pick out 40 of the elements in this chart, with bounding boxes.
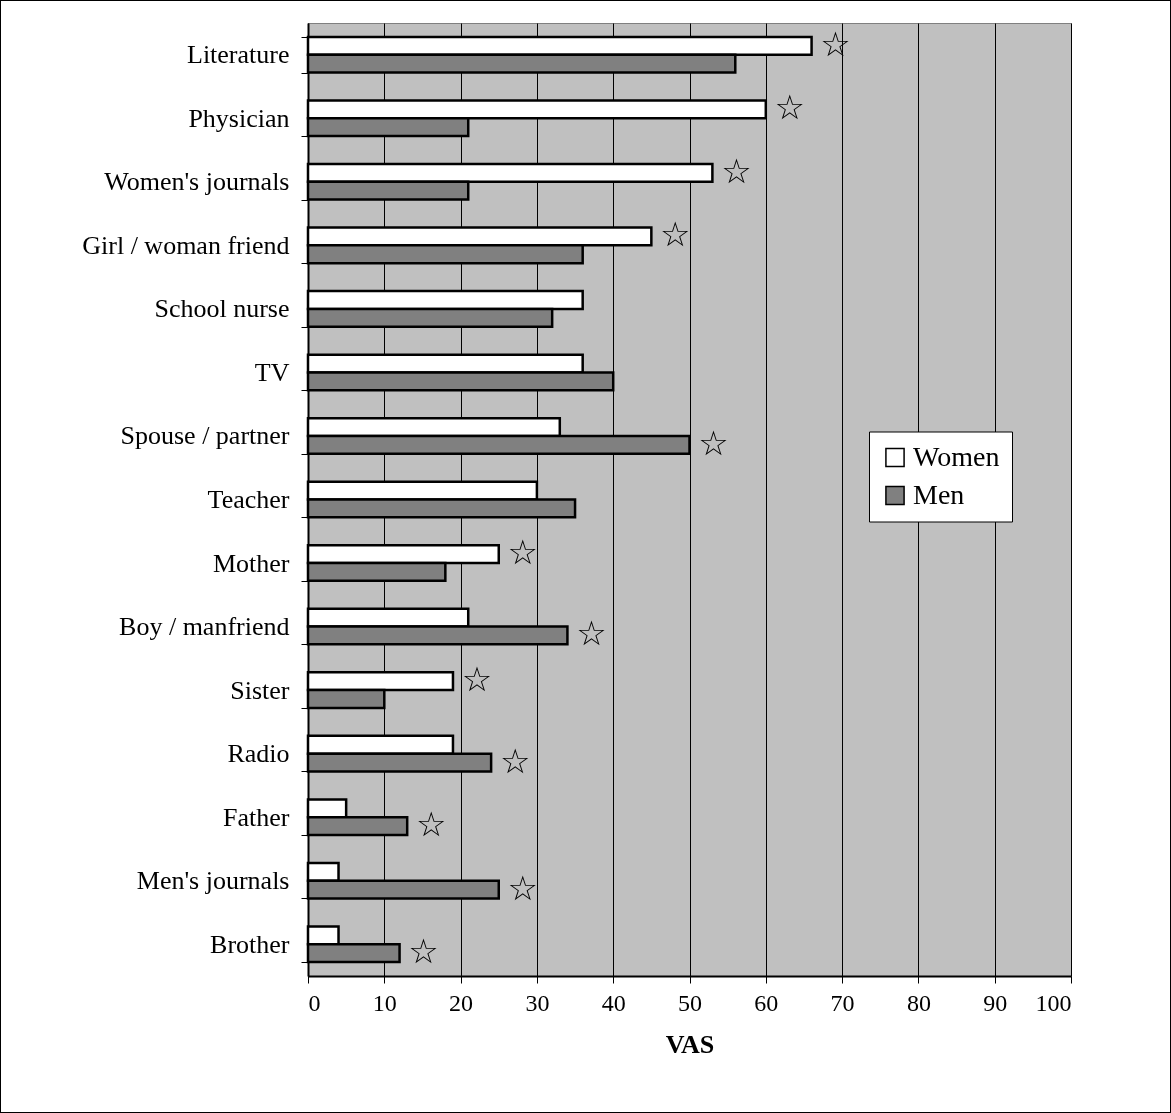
y-tick-label: Teacher [207,485,290,514]
x-tick-label: 50 [678,989,702,1016]
legend-label: Women [913,440,1000,472]
y-tick-label: Mother [212,548,290,578]
annotation: ☆ [576,613,607,654]
y-tick-label: Physician [188,103,290,133]
y-tick-label: TV [254,357,290,387]
y-tick-label: Radio [227,739,290,769]
annotation: ☆ [415,804,447,845]
y-tick-label: Sister [230,675,290,705]
x-tick-label: 80 [906,989,931,1016]
annotation: ☆ [774,87,806,128]
y-tick-label: Brother [210,929,290,959]
x-tick-label: 90 [983,989,1008,1016]
annotation: ☆ [660,214,691,255]
y-tick-label: School nurse [154,294,290,324]
y-tick-label: Men's journals [136,866,290,896]
annotation: ☆ [698,422,729,463]
y-tick-label: Boy / manfriend [119,612,290,642]
annotation: ☆ [461,659,493,700]
x-tick-label: 40 [601,989,626,1016]
annotation: ☆ [721,150,752,191]
annotation: ☆ [507,867,538,908]
annotation: ☆ [507,532,538,573]
x-tick-label: 30 [525,989,550,1016]
y-tick-label: Father [223,802,290,832]
x-axis-title: VAS [665,1029,715,1059]
annotation: ☆ [499,740,531,781]
y-tick-label: Women's journals [104,167,290,197]
x-tick-label: 0 [308,989,321,1016]
annotation: ☆ [408,931,439,972]
y-tick-label: Girl / woman friend [82,230,290,260]
y-tick-label: Spouse / partner [120,421,290,451]
x-tick-label: 10 [372,989,397,1016]
x-tick-label: 100 [1035,989,1072,1016]
x-tick-label: 70 [830,989,855,1016]
x-tick-label: 60 [754,989,779,1016]
legend-label: Men [913,478,965,510]
x-tick-label: 20 [449,989,474,1016]
y-tick-label: Literature [187,40,290,70]
